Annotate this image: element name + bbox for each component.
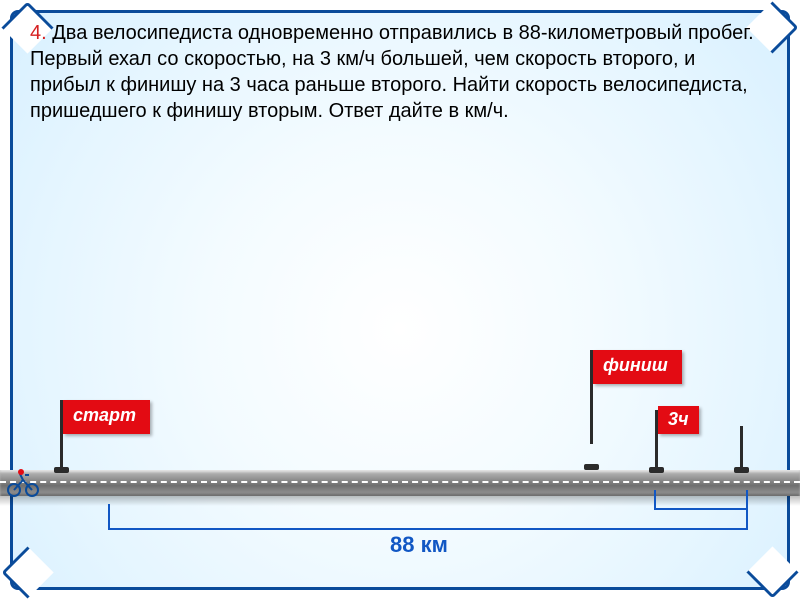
bracket-tick [654, 490, 656, 498]
distance-bracket [108, 512, 748, 530]
road [0, 470, 800, 496]
distance-label: 88 км [390, 532, 448, 558]
flag-base [734, 467, 749, 473]
time-gap-bracket [654, 498, 748, 510]
corner-ornament [1, 546, 53, 598]
problem-number: 4. [30, 22, 47, 44]
cyclist-icon [6, 468, 40, 498]
start-flag-label: старт [63, 400, 150, 434]
flag-base [54, 467, 69, 473]
corner-ornament [746, 546, 798, 598]
flag-pole [740, 426, 743, 470]
problem-text: 4. Два велосипедиста одновременно отправ… [30, 20, 770, 124]
flag-base [584, 464, 599, 470]
time-gap-label: 3ч [658, 406, 699, 434]
flag-base [649, 467, 664, 473]
problem-body: Два велосипедиста одновременно отправили… [30, 22, 754, 122]
bracket-tick [108, 504, 110, 512]
finish-flag-label: финиш [593, 350, 682, 384]
bracket-tick [746, 490, 748, 498]
